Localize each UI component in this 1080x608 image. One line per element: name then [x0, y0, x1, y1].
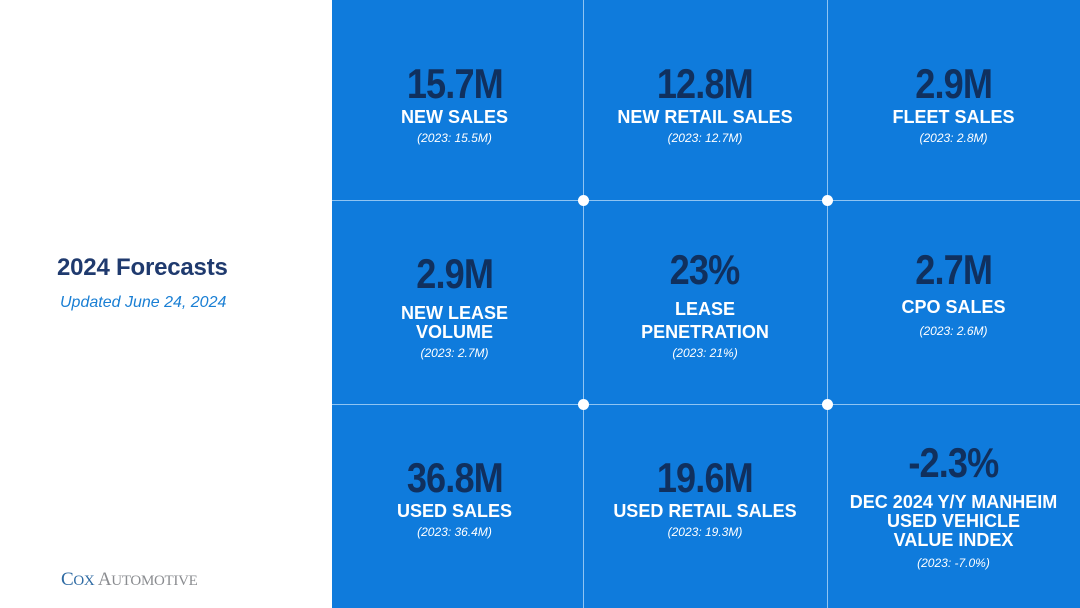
forecast-prior-year: (2023: 2.7M) — [420, 346, 489, 360]
forecast-prior-year: (2023: 2.8M) — [919, 131, 988, 145]
forecast-card-new-retail-sales: 12.8M NEW RETAIL SALES (2023: 12.7M) — [583, 60, 827, 146]
forecast-value: 2.9M — [915, 60, 993, 107]
forecast-value: 36.8M — [406, 454, 503, 501]
forecast-value: 2.9M — [416, 250, 494, 297]
forecast-prior-year: (2023: 36.4M) — [417, 525, 492, 539]
grid-dot — [822, 399, 833, 410]
forecast-prior-year: (2023: 19.3M) — [667, 525, 743, 539]
forecast-value: 19.6M — [656, 454, 754, 501]
forecast-prior-year: (2023: -7.0%) — [917, 556, 990, 570]
logo-cox-rest: OX — [73, 573, 95, 589]
forecast-value: 12.8M — [656, 60, 754, 107]
logo-cox-initial: C — [61, 569, 74, 590]
forecast-label: USED SALES — [396, 501, 513, 521]
forecast-label-line: PENETRATION — [641, 322, 769, 342]
logo-automotive-initial: A — [97, 569, 112, 590]
grid-dot — [578, 399, 589, 410]
grid-divider-horizontal — [332, 200, 1080, 201]
forecast-value: -2.3% — [908, 439, 999, 486]
grid-divider-horizontal — [332, 404, 1080, 405]
forecast-card-new-sales: 15.7M NEW SALES (2023: 15.5M) — [332, 60, 577, 146]
forecast-prior-year: (2023: 21%) — [672, 346, 738, 360]
forecast-prior-year: (2023: 15.5M) — [417, 131, 492, 145]
forecast-label: USED RETAIL SALES — [613, 501, 797, 521]
grid-dot — [578, 195, 589, 206]
forecast-label-line: LEASE — [674, 299, 735, 319]
forecast-card-used-sales: 36.8M USED SALES (2023: 36.4M) — [332, 454, 577, 540]
forecast-grid: 15.7M NEW SALES (2023: 15.5M) 12.8M NEW … — [332, 0, 1080, 608]
page-title: 2024 Forecasts — [57, 254, 228, 281]
forecast-card-cpo-sales: 2.7M CPO SALES (2023: 2.6M) — [827, 246, 1080, 339]
updated-date: Updated June 24, 2024 — [60, 294, 227, 311]
forecast-card-manheim-index: -2.3% DEC 2024 Y/Y MANHEIM USED VEHICLE … — [827, 439, 1080, 571]
forecast-label-line: VOLUME — [415, 322, 493, 342]
cox-automotive-logo: COX AUTOMOTIVE — [61, 569, 198, 591]
grid-dot — [822, 195, 833, 206]
forecast-value: 23% — [670, 246, 741, 293]
forecast-value: 15.7M — [406, 60, 503, 107]
forecast-prior-year: (2023: 2.6M) — [919, 324, 988, 338]
forecast-card-used-retail-sales: 19.6M USED RETAIL SALES (2023: 19.3M) — [583, 454, 827, 540]
forecast-card-new-lease-volume: 2.9M NEW LEASE VOLUME (2023: 2.7M) — [332, 250, 577, 361]
forecast-card-fleet-sales: 2.9M FLEET SALES (2023: 2.8M) — [827, 60, 1080, 146]
forecast-label-line: VALUE INDEX — [893, 530, 1014, 550]
forecast-label-line: USED VEHICLE — [886, 511, 1021, 531]
forecast-label-line: DEC 2024 Y/Y MANHEIM — [849, 492, 1058, 512]
forecast-prior-year: (2023: 12.7M) — [667, 131, 743, 145]
forecast-card-lease-penetration: 23% LEASE PENETRATION (2023: 21%) — [583, 246, 827, 361]
grid-divider-vertical — [827, 0, 828, 608]
left-panel: 2024 Forecasts Updated June 24, 2024 COX… — [0, 0, 332, 608]
forecast-value: 2.7M — [915, 246, 993, 293]
forecast-label-line: NEW LEASE — [400, 303, 508, 323]
forecast-label: CPO SALES — [901, 297, 1006, 317]
forecast-label: FLEET SALES — [892, 107, 1015, 127]
forecast-label: NEW RETAIL SALES — [617, 107, 793, 127]
forecast-label: NEW SALES — [400, 107, 508, 127]
grid-divider-vertical — [583, 0, 584, 608]
logo-automotive-rest: UTOMOTIVE — [111, 573, 198, 589]
